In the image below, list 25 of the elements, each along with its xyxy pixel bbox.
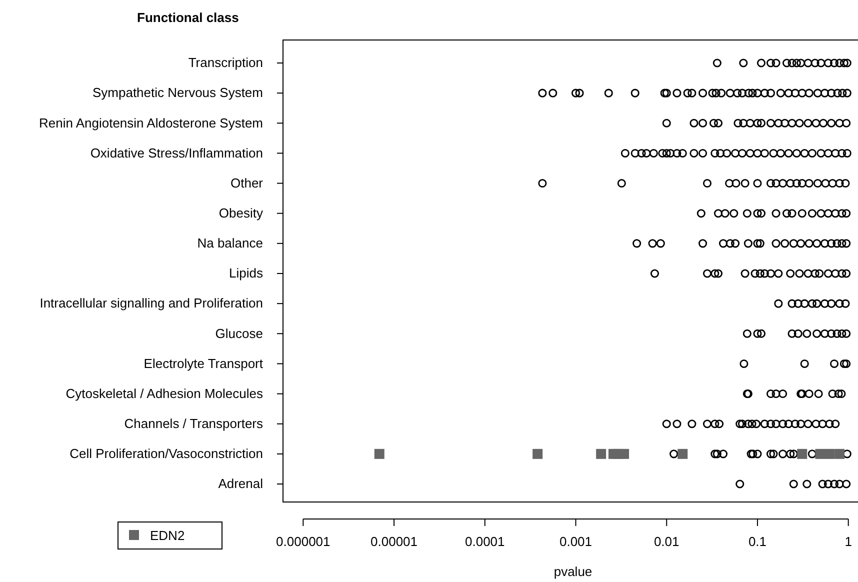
y-tick-label: Lipids (229, 266, 264, 281)
y-tick-label: Cytoskeletal / Adhesion Molecules (66, 386, 264, 401)
x-tick-label: 0.000001 (276, 534, 330, 549)
chart-title: Functional class (137, 10, 239, 25)
x-tick-label: 0.00001 (370, 534, 418, 549)
legend-label: EDN2 (150, 528, 185, 543)
y-tick-label: Na balance (197, 236, 263, 251)
x-axis-title: pvalue (554, 564, 592, 579)
x-tick-label: 0.1 (748, 534, 767, 549)
x-tick-label: 0.0001 (465, 534, 505, 549)
y-tick-label: Channels / Transporters (124, 416, 264, 432)
y-tick-label: Other (230, 175, 264, 190)
y-tick-label: Intracellular signalling and Proliferation (40, 296, 263, 311)
y-tick-label: Adrenal (218, 476, 264, 492)
y-tick-label: Obesity (218, 206, 264, 221)
y-tick-label: Sympathetic Nervous System (92, 85, 263, 100)
x-tick-label: 0.001 (559, 534, 592, 549)
y-tick-label: Electrolyte Transport (144, 356, 264, 371)
x-tick-label: 1 (844, 534, 852, 549)
y-tick-label: Renin Angiotensin Aldosterone System (38, 115, 263, 130)
x-tick-label: 0.01 (654, 534, 680, 549)
y-tick-label: Cell Proliferation/Vasoconstriction (70, 446, 263, 462)
y-tick-label: Transcription (188, 55, 263, 70)
y-tick-label: Oxidative Stress/Inflammation (90, 145, 263, 160)
y-tick-label: Glucose (215, 326, 263, 341)
